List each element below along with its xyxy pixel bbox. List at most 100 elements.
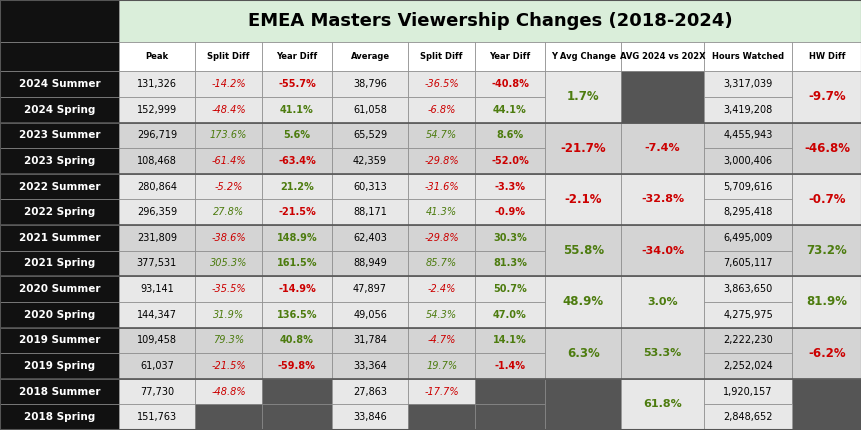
Bar <box>331 379 408 404</box>
Bar <box>0 148 119 174</box>
Bar <box>408 404 474 430</box>
Text: 77,730: 77,730 <box>139 387 174 396</box>
Bar <box>408 302 474 328</box>
Text: -2.4%: -2.4% <box>427 284 455 294</box>
Bar <box>0 0 119 42</box>
Text: 148.9%: 148.9% <box>276 233 317 243</box>
Text: 3,317,039: 3,317,039 <box>722 79 771 89</box>
Text: 55.8%: 55.8% <box>562 244 603 257</box>
Text: 27,863: 27,863 <box>353 387 387 396</box>
Bar <box>703 97 791 123</box>
Bar <box>621 42 703 71</box>
Bar <box>791 328 861 379</box>
Text: 88,171: 88,171 <box>353 207 387 217</box>
Bar <box>621 328 703 379</box>
Text: 42,359: 42,359 <box>353 156 387 166</box>
Bar <box>544 123 621 174</box>
Text: 62,403: 62,403 <box>353 233 387 243</box>
Bar <box>703 71 791 97</box>
Text: -61.4%: -61.4% <box>211 156 245 166</box>
Text: 2024 Spring: 2024 Spring <box>23 105 95 115</box>
Bar <box>195 328 262 353</box>
Text: 54.7%: 54.7% <box>425 130 456 141</box>
Bar <box>621 379 703 430</box>
Text: 231,809: 231,809 <box>137 233 177 243</box>
Text: -14.9%: -14.9% <box>278 284 315 294</box>
Text: -55.7%: -55.7% <box>278 79 315 89</box>
Text: 2020 Summer: 2020 Summer <box>19 284 100 294</box>
Bar <box>331 302 408 328</box>
Bar <box>262 251 331 276</box>
Bar <box>0 404 119 430</box>
Bar <box>195 71 262 97</box>
Text: 151,763: 151,763 <box>137 412 177 422</box>
Bar <box>331 97 408 123</box>
Bar <box>544 276 621 328</box>
Bar <box>262 174 331 200</box>
Bar <box>119 276 195 302</box>
Bar <box>262 379 331 404</box>
Text: -4.7%: -4.7% <box>427 335 455 345</box>
Bar <box>0 225 119 251</box>
Bar <box>621 174 703 225</box>
Bar <box>791 123 861 174</box>
Text: 2018 Spring: 2018 Spring <box>24 412 95 422</box>
Text: 2024 Summer: 2024 Summer <box>19 79 100 89</box>
Text: -2.1%: -2.1% <box>564 193 601 206</box>
Text: 296,359: 296,359 <box>137 207 177 217</box>
Bar <box>791 225 861 276</box>
Text: 81.9%: 81.9% <box>806 295 846 308</box>
Text: -29.8%: -29.8% <box>424 233 458 243</box>
Text: 54.3%: 54.3% <box>425 310 456 320</box>
Bar <box>331 174 408 200</box>
Bar <box>474 97 544 123</box>
Text: -21.5%: -21.5% <box>278 207 315 217</box>
Bar <box>0 123 119 148</box>
Text: -48.4%: -48.4% <box>211 105 245 115</box>
Bar <box>621 71 703 123</box>
Bar <box>331 404 408 430</box>
Text: 31,784: 31,784 <box>353 335 387 345</box>
Text: 33,364: 33,364 <box>353 361 387 371</box>
Bar <box>119 123 195 148</box>
Text: 47.0%: 47.0% <box>492 310 526 320</box>
Text: -32.8%: -32.8% <box>641 194 684 204</box>
Bar <box>703 353 791 379</box>
Bar <box>791 42 861 71</box>
Text: -3.3%: -3.3% <box>494 181 525 192</box>
Text: -1.4%: -1.4% <box>494 361 525 371</box>
Bar <box>703 123 791 148</box>
Bar <box>262 404 331 430</box>
Text: -48.8%: -48.8% <box>211 387 245 396</box>
Bar <box>262 276 331 302</box>
Text: 44.1%: 44.1% <box>492 105 526 115</box>
Text: 73.2%: 73.2% <box>806 244 846 257</box>
Bar <box>408 200 474 225</box>
Text: 144,347: 144,347 <box>137 310 177 320</box>
Text: 1,920,157: 1,920,157 <box>722 387 771 396</box>
Bar <box>195 123 262 148</box>
Bar <box>474 276 544 302</box>
Text: 2,848,652: 2,848,652 <box>722 412 771 422</box>
Text: -21.5%: -21.5% <box>211 361 245 371</box>
Text: -36.5%: -36.5% <box>424 79 458 89</box>
Bar <box>0 276 119 302</box>
Text: 8.6%: 8.6% <box>496 130 523 141</box>
Text: 2022 Summer: 2022 Summer <box>19 181 100 192</box>
Bar <box>408 71 474 97</box>
Bar <box>544 174 621 225</box>
Text: -7.4%: -7.4% <box>644 143 679 153</box>
Text: 2019 Spring: 2019 Spring <box>24 361 95 371</box>
Text: -21.7%: -21.7% <box>560 142 605 155</box>
Bar <box>621 276 703 328</box>
Text: 3,000,406: 3,000,406 <box>722 156 771 166</box>
Bar <box>544 42 621 71</box>
Bar <box>195 225 262 251</box>
Bar <box>119 404 195 430</box>
Text: 14.1%: 14.1% <box>492 335 526 345</box>
Text: -35.5%: -35.5% <box>211 284 245 294</box>
Bar <box>262 225 331 251</box>
Bar <box>791 276 861 328</box>
Text: 109,458: 109,458 <box>137 335 177 345</box>
Bar <box>703 328 791 353</box>
